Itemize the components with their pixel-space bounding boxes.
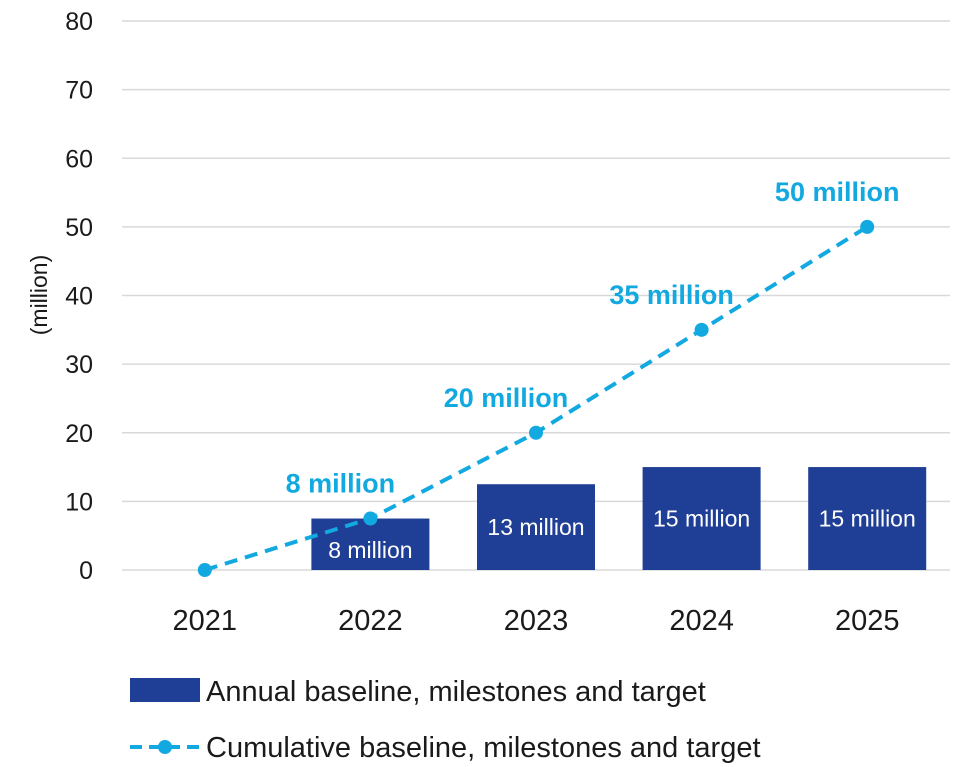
y-tick-label: 0 [79,557,93,585]
x-tick-label: 2025 [835,605,900,637]
y-tick-label: 10 [65,488,93,516]
line-marker [197,563,212,577]
line-marker [694,322,709,337]
legend-line-label: Cumulative baseline, milestones and targ… [206,732,761,764]
line-data-label: 50 million [775,177,900,207]
line-data-label: 20 million [444,383,569,413]
bar [808,467,927,570]
bar-data-label: 15 million [653,506,750,532]
y-tick-labels: 0 10 20 30 40 50 60 70 80 [65,8,93,585]
bar [477,484,595,570]
bar-data-labels: 8 million 13 million 15 million 15 million [328,506,916,563]
legend: Annual baseline, milestones and target C… [130,676,761,764]
y-axis-label: (million) [26,255,52,336]
y-tick-label: 20 [65,420,93,448]
line-data-labels: 8 million 20 million 35 million 50 million [286,177,900,499]
bar-data-label: 15 million [819,506,916,532]
x-tick-label: 2024 [669,605,734,637]
x-tick-labels: 2021 2022 2023 2024 2025 [173,605,900,637]
legend-bar-label: Annual baseline, milestones and target [206,676,706,708]
line-data-label: 35 million [609,280,734,310]
line-marker [363,511,378,526]
line-series [197,219,875,577]
legend-bar-swatch [130,678,200,702]
bar-data-label: 13 million [487,514,584,540]
bar-series [311,467,927,570]
y-tick-label: 40 [65,283,93,311]
y-tick-label: 80 [65,8,93,36]
legend-line-marker [158,740,172,754]
line-marker [529,425,543,440]
bar [642,467,761,570]
bar-data-label: 8 million [328,537,412,563]
y-tick-label: 50 [65,214,93,242]
gridlines [122,20,950,571]
y-tick-label: 60 [65,145,93,173]
x-tick-label: 2023 [504,605,569,637]
x-tick-label: 2022 [338,605,403,637]
line-data-label: 8 million [286,469,396,499]
line-marker [860,219,875,234]
x-tick-label: 2021 [173,605,238,637]
bar [311,518,430,570]
y-tick-label: 70 [65,77,93,105]
y-tick-label: 30 [65,351,93,379]
